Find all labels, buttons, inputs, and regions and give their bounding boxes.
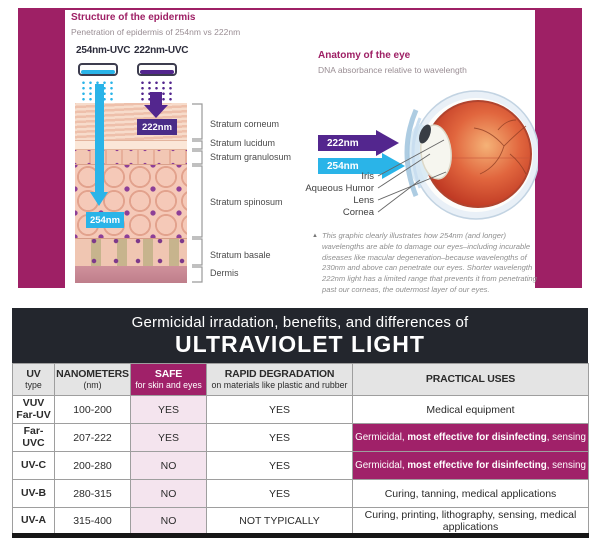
cell-nm: 315-400 xyxy=(54,507,131,536)
cell-type: UV-B xyxy=(12,479,55,508)
cell-nm: 280-315 xyxy=(54,479,131,508)
eye-arrow-222: 222nm xyxy=(318,130,399,156)
table-row-uv-b: UV-B 280-315 NO YES Curing, tanning, med… xyxy=(12,479,589,508)
eye-caption: This graphic clearly illustrates how 254… xyxy=(322,231,537,294)
cell-uses: Curing, printing, lithography, sensing, … xyxy=(352,507,589,536)
label-iris: Iris xyxy=(361,171,374,182)
table-title-line1: Germicidal irradation, benefits, and dif… xyxy=(131,314,469,331)
cell-degradation: YES xyxy=(206,395,353,424)
cell-degradation: YES xyxy=(206,423,353,452)
cell-uses-highlighted: Germicidal, most effective for disinfect… xyxy=(352,423,589,452)
label-dermis: Dermis xyxy=(210,268,239,278)
right-accent-bar xyxy=(535,8,582,288)
col-header-rapid-degradation: RAPID DEGRADATION on materials like plas… xyxy=(206,363,353,396)
eye-arrow-222-label: 222nm xyxy=(327,137,359,149)
table-row-uv-c: UV-C 200-280 NO YES Germicidal, most eff… xyxy=(12,451,589,480)
label-stratum-basale: Stratum basale xyxy=(210,250,271,260)
cell-nm: 200-280 xyxy=(54,451,131,480)
label-stratum-lucidum: Stratum lucidum xyxy=(210,138,276,148)
label-lens: Lens xyxy=(353,195,374,206)
cell-degradation: YES xyxy=(206,479,353,508)
cell-type: UV-A xyxy=(12,507,55,536)
uv-lamp-222-icon xyxy=(137,63,177,76)
eye-label-pointer-lines xyxy=(377,139,447,213)
col-header-safe: SAFE for skin and eyes xyxy=(130,363,207,396)
cell-uses: Curing, tanning, medical applications xyxy=(352,479,589,508)
cell-safe: NO xyxy=(130,507,207,536)
uv-lamp-254-icon xyxy=(78,63,118,76)
cell-uses-highlighted: Germicidal, most effective for disinfect… xyxy=(352,451,589,480)
epidermis-title: Structure of the epidermis xyxy=(71,12,196,23)
triangle-icon: ▲ xyxy=(312,233,318,239)
cell-nm: 207-222 xyxy=(54,423,131,452)
eye-arrow-254: 254nm xyxy=(318,153,405,179)
lamp-222-label: 222nm-UVC xyxy=(134,45,189,56)
layer-dermis xyxy=(75,266,187,283)
layer-brackets xyxy=(192,103,203,283)
top-divider-line xyxy=(20,8,582,10)
col-header-nanometers: NANOMETERS (nm) xyxy=(54,363,131,396)
uv-222-arrow-bar-icon xyxy=(150,92,162,105)
cell-type: VUV Far-UV xyxy=(12,395,55,424)
table-row-far-uvc: Far-UVC 207-222 YES YES Germicidal, most… xyxy=(12,423,589,452)
uv-table-section: Germicidal irradation, benefits, and dif… xyxy=(12,308,589,538)
table-row-uv-a: UV-A 315-400 NO NOT TYPICALLY Curing, pr… xyxy=(12,507,589,536)
eye-subtitle: DNA absorbance relative to wavelength xyxy=(318,65,467,75)
table-row-vuv: VUV Far-UV 100-200 YES YES Medical equip… xyxy=(12,395,589,424)
cell-safe: NO xyxy=(130,451,207,480)
epidermis-subtitle: Penetration of epidermis of 254nm vs 222… xyxy=(71,27,241,37)
eye-title: Anatomy of the eye xyxy=(318,50,411,61)
eye-arrow-254-label: 254nm xyxy=(327,160,359,172)
left-accent-bar xyxy=(18,8,65,288)
cell-safe: YES xyxy=(130,395,207,424)
uv-254-arrowhead-icon xyxy=(90,192,108,206)
layer-stratum-lucidum xyxy=(75,140,187,150)
label-stratum-granulosum: Stratum granulosum xyxy=(210,152,292,162)
cell-safe: NO xyxy=(130,479,207,508)
cell-nm: 100-200 xyxy=(54,395,131,424)
layer-stratum-basale xyxy=(75,238,187,266)
table-title-band: Germicidal irradation, benefits, and dif… xyxy=(12,308,588,363)
cell-type: UV-C xyxy=(12,451,55,480)
table-title-line2: ULTRAVIOLET LIGHT xyxy=(175,331,425,357)
label-aqueous-humor: Aqueous Humor xyxy=(305,183,374,194)
layer-stratum-granulosum xyxy=(75,150,187,165)
label-cornea: Cornea xyxy=(342,207,374,218)
uv-rays-222-icon xyxy=(139,80,175,101)
cell-safe: YES xyxy=(130,423,207,452)
uv-comparison-table: UV type NANOMETERS (nm) SAFE for skin an… xyxy=(12,363,589,538)
uv-254-beam-icon xyxy=(95,84,104,192)
cell-degradation: NOT TYPICALLY xyxy=(206,507,353,536)
cell-degradation: YES xyxy=(206,451,353,480)
eye-anatomy-illustration xyxy=(404,90,538,220)
label-stratum-spinosum: Stratum spinosum xyxy=(210,197,283,207)
label-stratum-corneum: Stratum corneum xyxy=(210,119,280,129)
cell-uses: Medical equipment xyxy=(352,395,589,424)
header-row: UV type NANOMETERS (nm) SAFE for skin an… xyxy=(12,363,589,396)
badge-254nm: 254nm xyxy=(86,212,124,228)
col-header-uv-type: UV type xyxy=(12,363,55,396)
uv-222-arrowhead-icon xyxy=(144,105,168,118)
col-header-practical-uses: PRACTICAL USES xyxy=(352,363,589,396)
badge-222nm: 222nm xyxy=(137,119,177,135)
cell-type: Far-UVC xyxy=(12,423,55,452)
lamp-254-label: 254nm-UVC xyxy=(76,45,131,56)
